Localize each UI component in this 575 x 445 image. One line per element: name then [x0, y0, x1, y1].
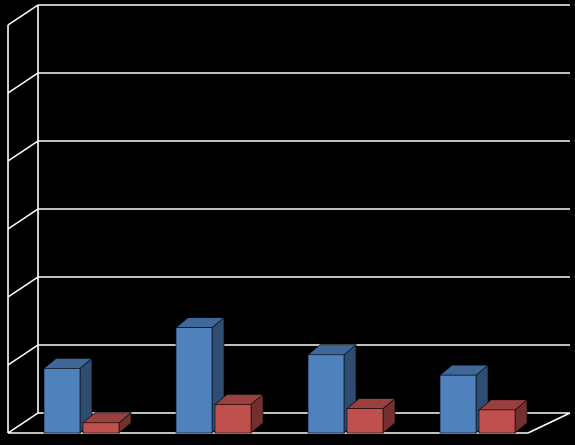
gridline-wall-edge — [7, 412, 39, 434]
bar — [478, 409, 516, 434]
bar — [346, 408, 384, 434]
bar — [82, 422, 120, 434]
gridline-wall-edge — [7, 208, 39, 230]
bar — [214, 404, 252, 434]
gridline-wall-edge — [7, 276, 39, 298]
bar — [307, 354, 345, 434]
bar — [43, 368, 81, 434]
bar — [175, 327, 213, 434]
bar — [439, 374, 477, 434]
gridline-wall-edge — [7, 344, 39, 366]
gridline-wall-edge — [7, 72, 39, 94]
bars — [43, 316, 528, 434]
gridline-wall-edge — [7, 140, 39, 162]
gridlines — [7, 4, 570, 434]
gridline-wall-edge — [7, 4, 39, 26]
x-axis-depth-edge — [527, 412, 571, 434]
